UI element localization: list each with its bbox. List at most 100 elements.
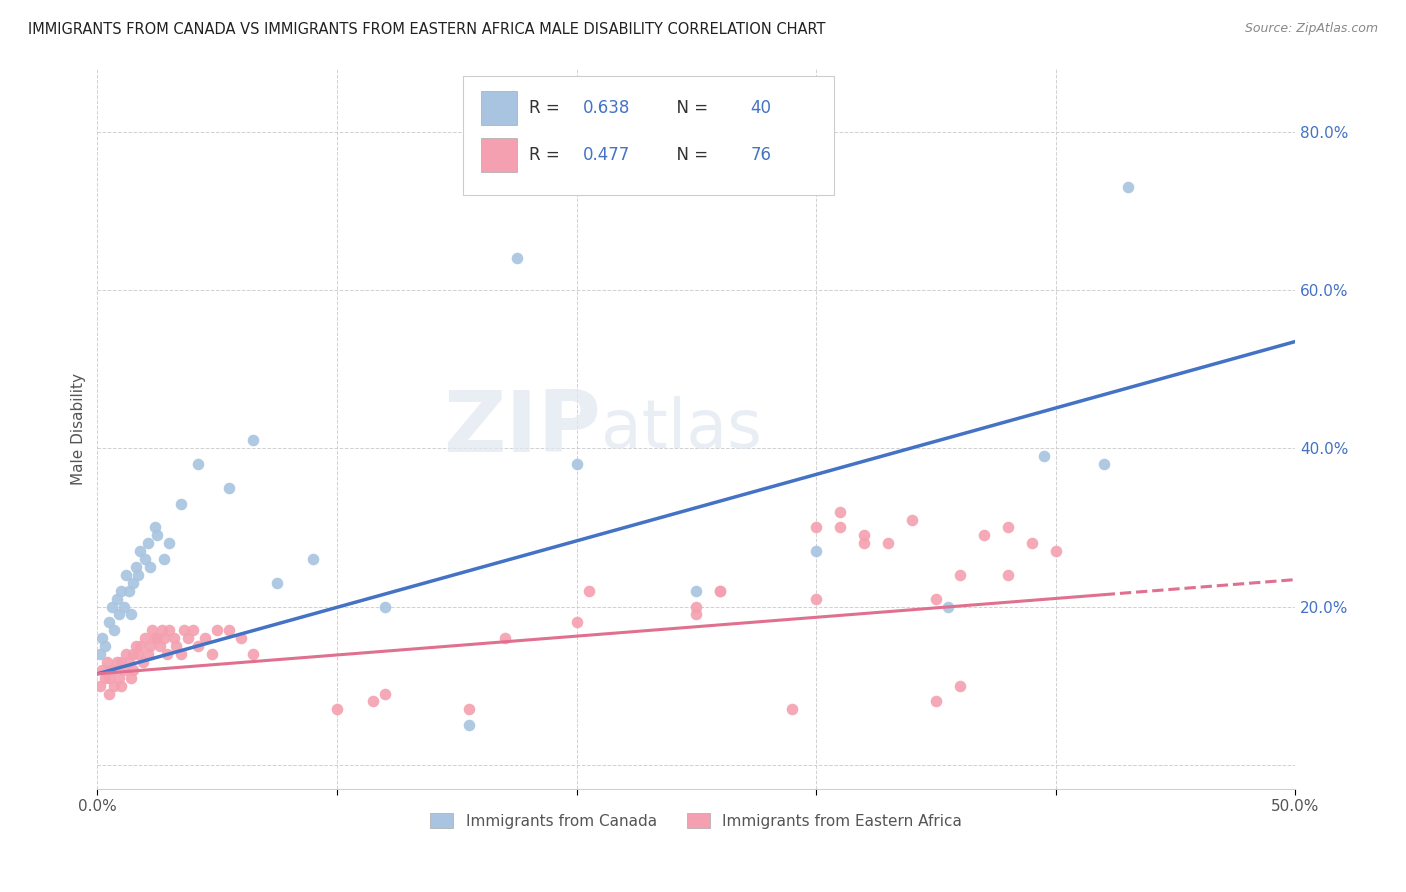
Point — [93, 671, 115, 685]
Point — [170, 497, 193, 511]
Legend: Immigrants from Canada, Immigrants from Eastern Africa: Immigrants from Canada, Immigrants from … — [425, 806, 969, 835]
Point — [134, 631, 156, 645]
Point — [127, 647, 149, 661]
Point — [685, 583, 707, 598]
Point — [949, 568, 972, 582]
Text: N =: N = — [666, 146, 714, 164]
Point — [139, 639, 162, 653]
Point — [141, 624, 163, 638]
Point — [201, 647, 224, 661]
Point — [96, 655, 118, 669]
Bar — [481, 137, 516, 172]
Point — [853, 536, 876, 550]
Point — [139, 560, 162, 574]
Point — [112, 599, 135, 614]
Point — [997, 568, 1019, 582]
Point — [108, 671, 131, 685]
Y-axis label: Male Disability: Male Disability — [72, 373, 86, 484]
Point — [170, 647, 193, 661]
Point — [1045, 544, 1067, 558]
Point — [143, 631, 166, 645]
Point — [134, 552, 156, 566]
Point — [457, 702, 479, 716]
Point — [218, 624, 240, 638]
Point — [806, 520, 828, 534]
Point — [136, 647, 159, 661]
Point — [146, 631, 169, 645]
Point — [229, 631, 252, 645]
Point — [132, 655, 155, 669]
Bar — [481, 91, 516, 126]
Point — [105, 591, 128, 606]
Point — [108, 607, 131, 622]
Point — [173, 624, 195, 638]
Point — [242, 647, 264, 661]
Text: ZIP: ZIP — [443, 387, 600, 470]
Point — [91, 663, 114, 677]
Point — [709, 583, 731, 598]
Point — [98, 687, 121, 701]
Point — [136, 536, 159, 550]
Point — [326, 702, 349, 716]
Point — [120, 607, 142, 622]
Point — [129, 544, 152, 558]
Point — [110, 583, 132, 598]
Point — [997, 520, 1019, 534]
Point — [565, 615, 588, 630]
Point — [830, 505, 852, 519]
Point — [494, 631, 516, 645]
Text: N =: N = — [666, 99, 714, 117]
Point — [165, 639, 187, 653]
Point — [127, 568, 149, 582]
Point — [125, 560, 148, 574]
Point — [103, 679, 125, 693]
Point — [103, 624, 125, 638]
Point — [949, 679, 972, 693]
Text: R =: R = — [529, 99, 565, 117]
Point — [973, 528, 995, 542]
Point — [242, 434, 264, 448]
FancyBboxPatch shape — [463, 76, 834, 194]
Point — [374, 599, 396, 614]
Point — [120, 671, 142, 685]
Point — [100, 663, 122, 677]
Point — [122, 575, 145, 590]
Point — [122, 647, 145, 661]
Point — [89, 679, 111, 693]
Point — [806, 544, 828, 558]
Point — [157, 536, 180, 550]
Text: 0.638: 0.638 — [582, 99, 630, 117]
Point — [685, 607, 707, 622]
Point — [153, 631, 176, 645]
Point — [91, 631, 114, 645]
Point — [565, 457, 588, 471]
Text: IMMIGRANTS FROM CANADA VS IMMIGRANTS FROM EASTERN AFRICA MALE DISABILITY CORRELA: IMMIGRANTS FROM CANADA VS IMMIGRANTS FRO… — [28, 22, 825, 37]
Point — [98, 615, 121, 630]
Point — [578, 583, 600, 598]
Point — [187, 457, 209, 471]
Point — [177, 631, 200, 645]
Point — [149, 639, 172, 653]
Text: R =: R = — [529, 146, 565, 164]
Point — [457, 718, 479, 732]
Point — [302, 552, 325, 566]
Point — [709, 583, 731, 598]
Point — [806, 591, 828, 606]
Point — [129, 639, 152, 653]
Text: 40: 40 — [751, 99, 772, 117]
Point — [125, 639, 148, 653]
Point — [853, 528, 876, 542]
Point — [936, 599, 959, 614]
Point — [156, 647, 179, 661]
Point — [925, 694, 948, 708]
Point — [1092, 457, 1115, 471]
Text: 76: 76 — [751, 146, 772, 164]
Point — [93, 639, 115, 653]
Point — [115, 647, 138, 661]
Point — [374, 687, 396, 701]
Point — [187, 639, 209, 653]
Point — [115, 568, 138, 582]
Point — [780, 702, 803, 716]
Text: atlas: atlas — [600, 395, 762, 461]
Point — [110, 679, 132, 693]
